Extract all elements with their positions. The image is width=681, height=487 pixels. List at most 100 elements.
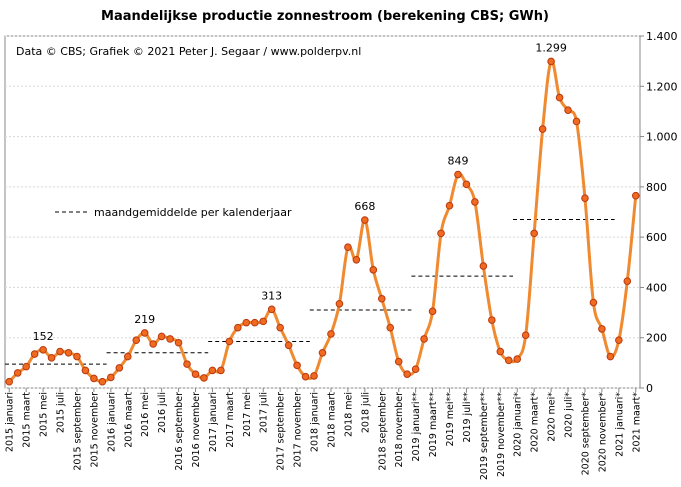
x-tick-label: 2018 september	[377, 392, 388, 471]
point	[267, 305, 276, 314]
point	[115, 364, 124, 372]
x-tick-label: 2017 mei	[242, 392, 253, 437]
data-label: 219	[134, 313, 155, 326]
y-tick-label: 1.400	[646, 30, 678, 43]
point	[394, 357, 403, 366]
point	[555, 93, 564, 102]
point	[437, 229, 445, 238]
point	[293, 361, 301, 370]
x-tick-label: 2016 mei	[140, 392, 151, 437]
point	[369, 266, 378, 274]
x-tick-label: 2017 november	[293, 392, 304, 468]
y-tick-label: 400	[646, 281, 667, 294]
point	[606, 352, 615, 361]
point	[81, 366, 90, 375]
y-tick-label: 0	[646, 382, 653, 395]
point	[183, 360, 191, 368]
x-tick-label: 2017 juli	[259, 392, 270, 433]
point	[335, 299, 344, 308]
point	[631, 191, 640, 200]
point	[352, 255, 361, 264]
point	[47, 354, 56, 362]
point	[5, 377, 14, 386]
x-tick-label: 2018 januari	[310, 392, 321, 452]
x-tick-label: 2016 januari	[106, 392, 117, 452]
point	[191, 370, 200, 378]
point	[327, 330, 335, 338]
y-tick-label: 1.200	[646, 80, 678, 93]
point	[521, 331, 530, 340]
y-tick-label: 1.000	[646, 131, 678, 144]
x-tick-label: 2015 mei	[39, 392, 50, 437]
x-tick-label: 2017 september	[276, 392, 287, 471]
x-tick-label: 2019 mei**	[445, 392, 456, 447]
point	[623, 277, 632, 285]
x-tick-label: 2019 juli**	[462, 392, 473, 443]
x-tick-label: 2018 mei	[343, 392, 354, 437]
point	[22, 362, 30, 371]
x-tick-label: 2016 maart	[123, 392, 134, 448]
point	[488, 316, 496, 324]
point	[140, 329, 149, 337]
legend-label: maandgemiddelde per kalenderjaar	[94, 206, 292, 219]
point	[547, 57, 555, 66]
x-tick-label: 2018 juli	[360, 392, 371, 433]
chart-title: Maandelijkse productie zonnestroom (bere…	[101, 9, 549, 24]
y-tick-label: 200	[646, 332, 667, 345]
point	[471, 198, 479, 206]
point	[428, 307, 437, 316]
x-tick-label: 2016 november	[191, 392, 202, 468]
plot-area	[4, 35, 641, 389]
point	[411, 365, 420, 373]
x-tick-label: 2015 januari	[5, 392, 16, 452]
point	[30, 350, 39, 358]
x-tick-label: 2021 maart*	[631, 392, 642, 453]
x-tick-label: 2020 juli*	[564, 392, 575, 438]
data-label: 152	[33, 330, 54, 343]
x-tick-label: 2018 november	[394, 392, 405, 468]
point	[615, 336, 623, 345]
y-tick-label: 600	[646, 231, 667, 244]
x-tick-label: 2020 maart*	[530, 392, 541, 453]
point	[276, 323, 284, 332]
x-tick-label: 2017 januari	[208, 392, 219, 452]
point	[538, 125, 547, 133]
point	[259, 317, 268, 326]
point	[73, 352, 81, 361]
x-tick-label: 2019 november**	[496, 392, 507, 477]
data-label: 1.299	[535, 41, 567, 54]
x-tick-label: 2020 september*	[580, 392, 591, 476]
point	[132, 336, 141, 345]
point	[208, 366, 217, 375]
point	[377, 294, 386, 303]
x-tick-label: 2020 januari*	[513, 392, 524, 457]
point	[64, 349, 73, 357]
data-label: 668	[354, 200, 375, 213]
x-tick-label: 2015 november	[89, 392, 100, 468]
x-tick-label: 2018 maart	[326, 392, 337, 448]
x-tick-label: 2019 maart**	[428, 392, 439, 457]
x-tick-label: 2021 januari*	[614, 392, 625, 457]
point	[513, 355, 522, 363]
point	[361, 216, 369, 224]
point	[403, 370, 411, 378]
x-tick-label: 2017 maart	[225, 392, 236, 448]
point	[504, 356, 513, 365]
point	[56, 347, 64, 356]
point	[301, 372, 310, 381]
x-tick-label: 2015 juli	[56, 392, 67, 433]
point	[386, 323, 395, 332]
point	[90, 374, 98, 383]
point	[242, 318, 251, 327]
point	[217, 366, 225, 375]
annotation: Data © CBS; Grafiek © 2021 Peter J. Sega…	[16, 45, 361, 58]
point	[149, 340, 157, 348]
point	[530, 229, 538, 238]
data-label: 313	[261, 289, 282, 302]
point	[13, 369, 22, 377]
point	[598, 325, 606, 333]
point	[318, 349, 327, 357]
x-tick-label: 2015 maart	[22, 392, 33, 448]
